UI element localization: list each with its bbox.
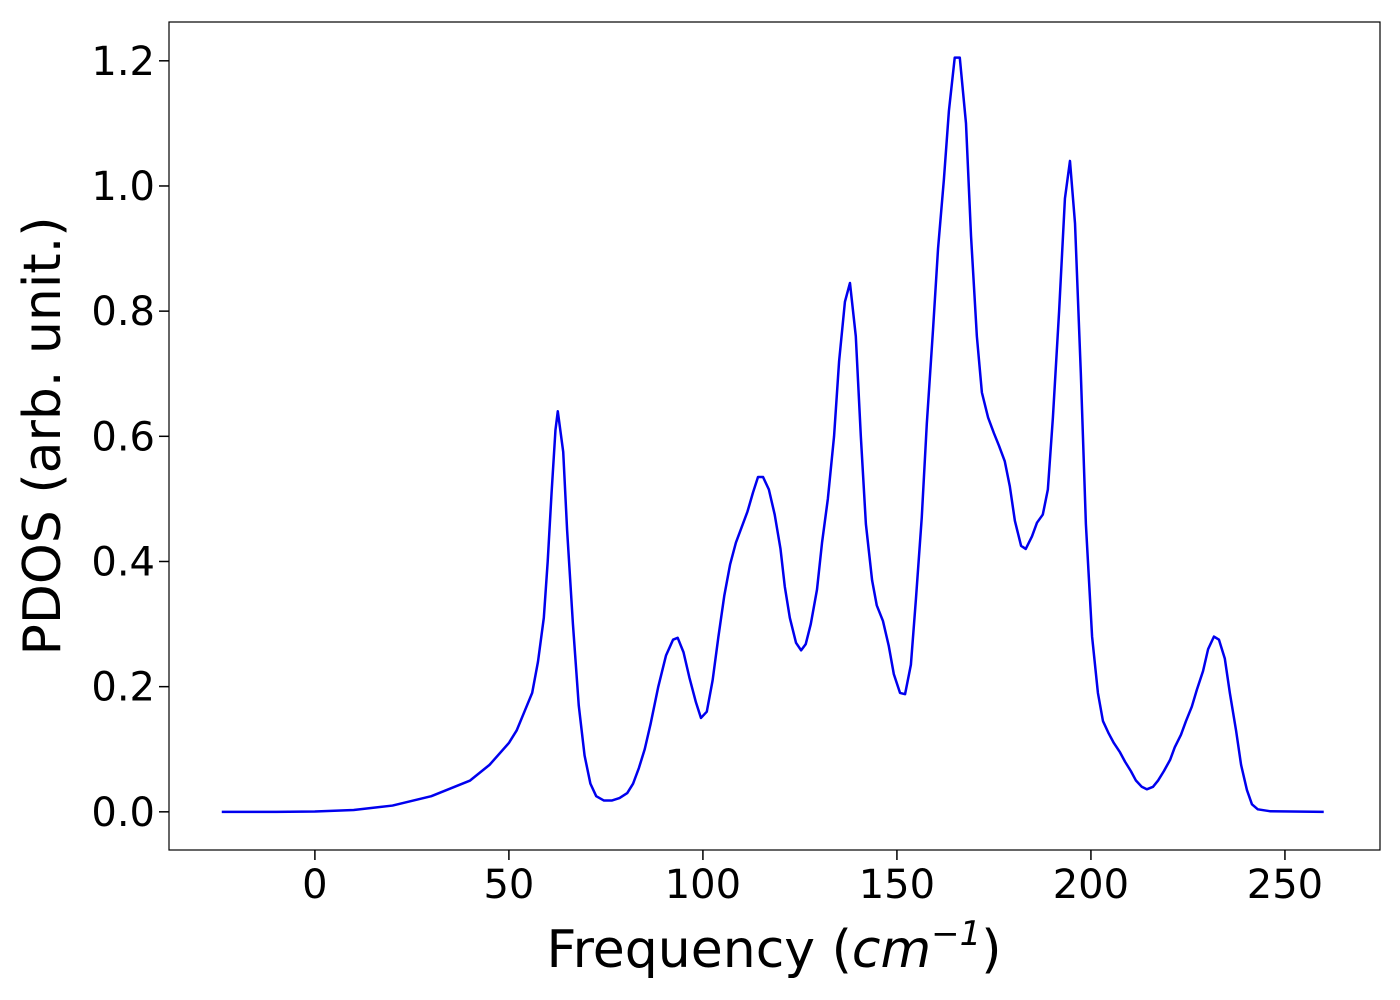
x-tick-label: 150: [859, 862, 935, 908]
y-tick-label: 0.4: [91, 539, 155, 585]
y-tick-label: 0.6: [91, 414, 155, 460]
x-label-text: Frequency (: [546, 920, 851, 980]
x-tick-label: 100: [665, 862, 741, 908]
y-tick-label: 0.0: [91, 790, 155, 836]
pdos-line: [221, 56, 1324, 814]
x-tick-label: 0: [302, 862, 327, 908]
x-label-exponent: −1: [931, 914, 981, 954]
x-tick-label: 50: [483, 862, 534, 908]
x-tick-label: 250: [1247, 862, 1323, 908]
y-tick-label: 0.2: [91, 665, 155, 711]
x-axis-label: Frequency (cm−1): [546, 914, 1001, 980]
y-axis-label: PDOS (arb. unit.): [13, 216, 73, 655]
x-label-close: ): [981, 920, 1001, 980]
y-tick-label: 1.2: [91, 39, 155, 85]
y-tick-label: 0.8: [91, 289, 155, 335]
y-tick-label: 1.0: [91, 164, 155, 210]
plot-frame: [168, 21, 1381, 851]
x-tick-label: 200: [1053, 862, 1129, 908]
x-label-unit: cm: [852, 920, 931, 980]
